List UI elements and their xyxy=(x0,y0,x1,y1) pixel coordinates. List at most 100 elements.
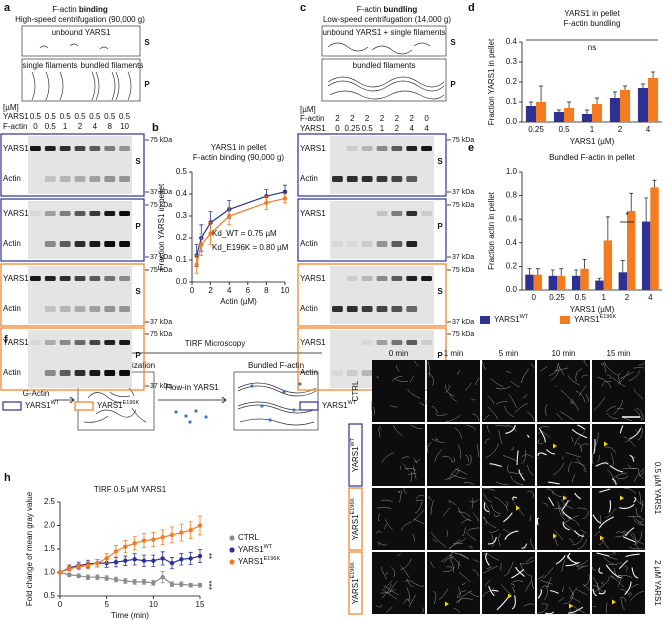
filament xyxy=(415,583,425,587)
filament xyxy=(634,408,643,422)
gel-band xyxy=(346,306,358,312)
filament xyxy=(557,597,564,602)
filament xyxy=(453,608,461,614)
filament xyxy=(546,488,554,495)
filament xyxy=(414,501,423,514)
filament xyxy=(451,474,467,479)
filament xyxy=(510,580,524,585)
filament xyxy=(571,604,585,614)
gel-band xyxy=(89,176,101,182)
filament xyxy=(404,580,416,585)
filament xyxy=(440,554,452,563)
filament xyxy=(457,370,461,375)
y-tick-label: 0.1 xyxy=(176,255,188,264)
gel-band xyxy=(119,306,130,312)
x-axis-label: Actin (µM) xyxy=(220,297,257,306)
filament xyxy=(487,406,498,420)
data-point xyxy=(76,573,81,578)
filaments xyxy=(372,360,425,416)
filament xyxy=(605,508,617,519)
filament xyxy=(592,588,598,597)
annotation: ns xyxy=(588,43,596,52)
gel-band xyxy=(376,340,388,345)
gel-band xyxy=(361,176,373,182)
bar xyxy=(557,275,566,290)
filament xyxy=(557,501,565,517)
filament xyxy=(563,499,572,506)
row-label: YARS1E196K xyxy=(350,562,360,604)
gel xyxy=(28,330,132,388)
arrowhead xyxy=(612,599,616,605)
filament xyxy=(482,590,492,597)
filament xyxy=(599,514,601,524)
error-bar xyxy=(550,269,555,276)
filament xyxy=(505,501,508,508)
data-point xyxy=(160,535,165,540)
y-tick-label: 1.0 xyxy=(506,167,518,176)
schematic-label: bundled filaments xyxy=(353,61,416,70)
x-tick-label: 0.5 xyxy=(558,125,570,134)
filament xyxy=(548,496,555,507)
table-cell: 2 xyxy=(350,114,355,123)
filament xyxy=(617,575,633,579)
filament xyxy=(620,371,634,379)
filament xyxy=(628,592,632,596)
data-point xyxy=(104,575,109,581)
schematic-protein xyxy=(39,43,109,50)
filament xyxy=(503,455,519,462)
filament xyxy=(597,454,600,463)
gel-band xyxy=(346,241,358,247)
data-point xyxy=(141,558,147,563)
marker-label: 75 kDa xyxy=(452,267,474,274)
bar xyxy=(650,187,659,290)
filament xyxy=(380,589,396,594)
legend-label-sup: E196K xyxy=(600,314,617,320)
error-bar xyxy=(612,91,617,98)
filament xyxy=(611,551,616,555)
bar xyxy=(595,280,604,290)
filament xyxy=(435,437,439,441)
table-cell: 0.5 xyxy=(45,112,57,121)
dot xyxy=(188,420,192,424)
filament xyxy=(577,565,585,570)
error-bar xyxy=(651,71,656,78)
gel-band xyxy=(361,276,373,281)
filament xyxy=(583,360,588,367)
filament xyxy=(472,413,480,422)
y-tick-label: 0.0 xyxy=(176,277,188,286)
filament xyxy=(406,587,410,602)
filament xyxy=(495,481,509,486)
filament xyxy=(516,450,519,466)
fraction-label: P xyxy=(450,80,456,89)
filament xyxy=(620,598,626,611)
filaments xyxy=(540,360,589,421)
filament xyxy=(638,468,644,479)
table-cell: 0.25 xyxy=(344,124,360,133)
gel-band xyxy=(104,340,116,345)
panel-subtitle: Low-speed centrifugation (14,000 g) xyxy=(323,15,451,24)
filament xyxy=(568,538,574,544)
schematic-box xyxy=(21,25,141,57)
y-tick-label: 0.6 xyxy=(506,214,518,223)
schematic-box xyxy=(321,58,447,102)
filaments xyxy=(427,361,480,422)
gel-band xyxy=(74,211,86,216)
error-bar xyxy=(652,179,657,188)
filament xyxy=(538,438,544,445)
filament xyxy=(574,492,582,500)
filament xyxy=(604,446,616,454)
marker-label: 37 kDa xyxy=(150,189,172,196)
gel-row-label: YARS1 xyxy=(300,274,326,283)
legend-label-sup: WT xyxy=(51,400,60,406)
bar xyxy=(564,108,575,122)
schematic-filament xyxy=(327,76,445,100)
filament xyxy=(562,521,570,531)
filament xyxy=(601,461,607,465)
unit-label: [µM] xyxy=(3,103,19,112)
gel xyxy=(330,136,434,194)
filament xyxy=(484,579,491,587)
filament xyxy=(388,580,398,594)
fraction-label: S xyxy=(437,287,443,296)
legend-label-sup: WT xyxy=(264,544,273,550)
